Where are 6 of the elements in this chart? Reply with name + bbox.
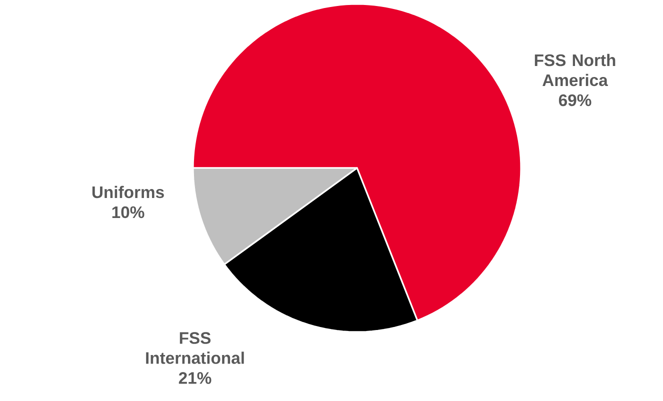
data-label: 21% xyxy=(178,372,212,384)
slice-label: FSS International xyxy=(146,332,244,364)
slice-label: FSS North America xyxy=(534,54,616,86)
slice-label: Uniforms xyxy=(92,186,164,198)
data-label: 10% xyxy=(112,206,144,218)
data-label: 69% xyxy=(558,94,592,106)
